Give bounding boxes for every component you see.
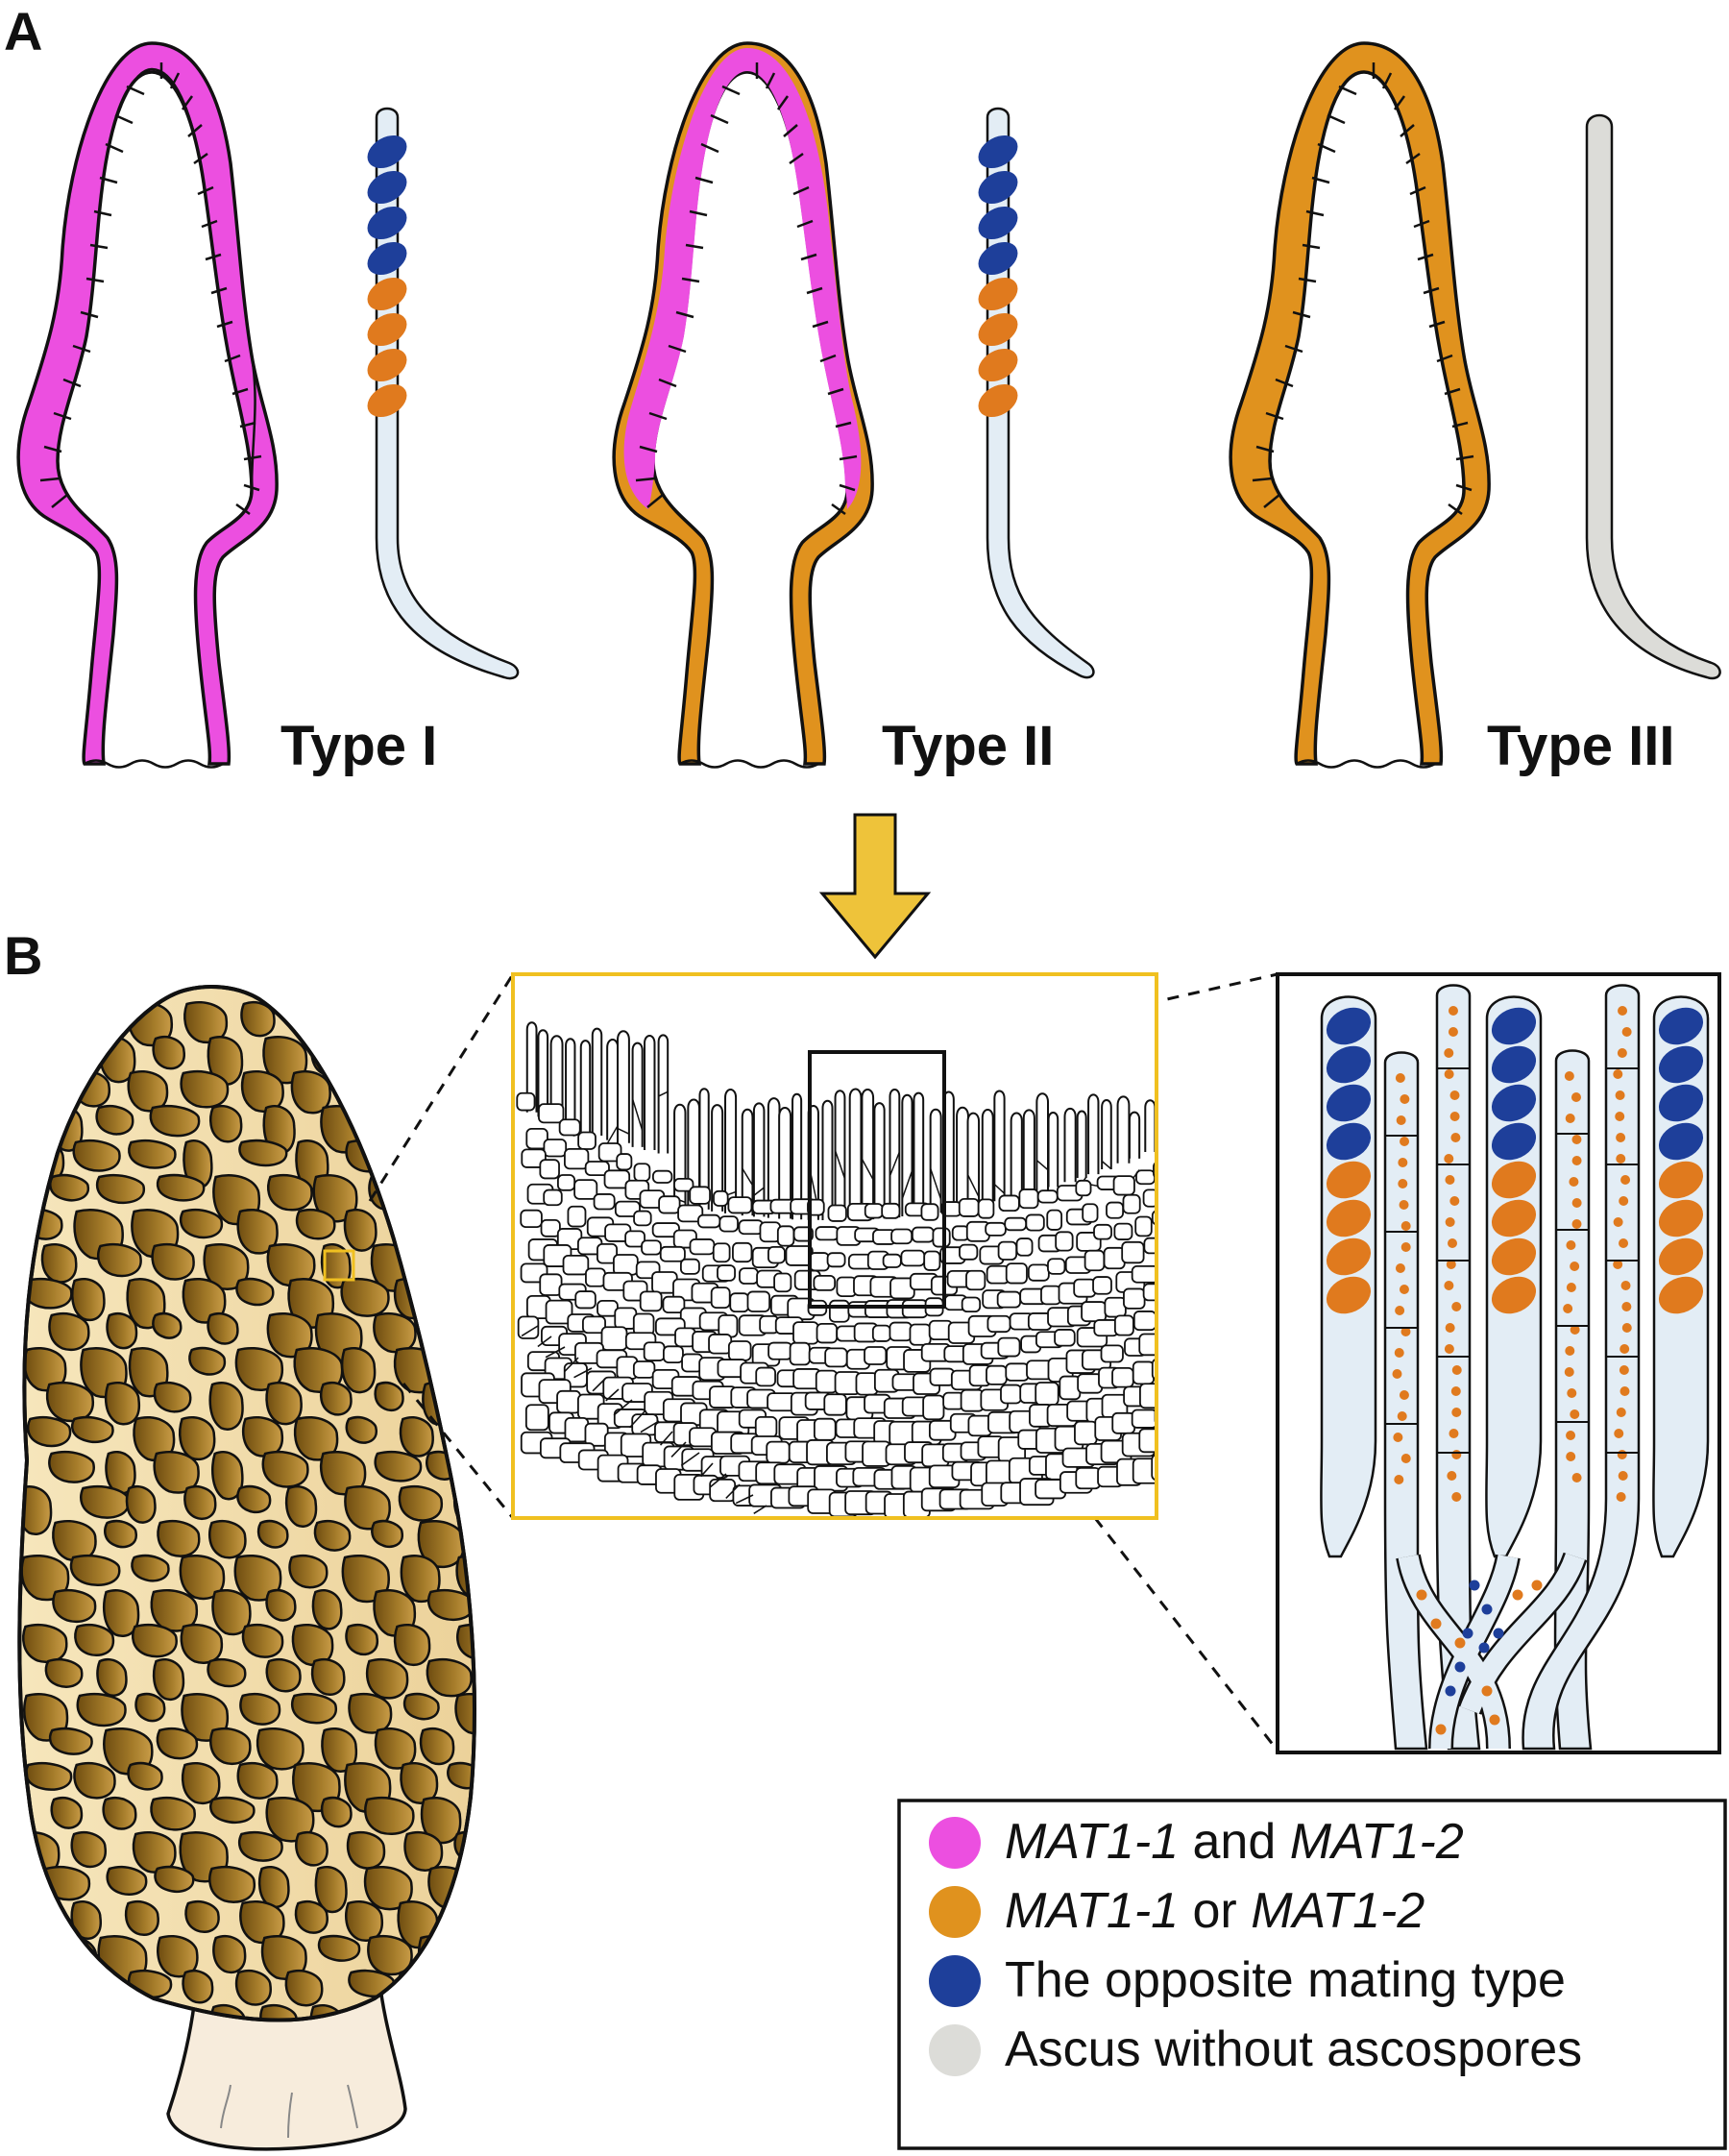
type-i-ascocarp: Type I: [16, 41, 520, 777]
asci-detail-panel: [1276, 972, 1721, 1754]
ascospores-blue: [367, 135, 407, 276]
ascospores-blue: [978, 135, 1018, 276]
type-ii-ascocarp: Type II: [612, 41, 1095, 777]
ascus-type-i: [367, 107, 520, 680]
legend-label: MAT1-1 and MAT1-2: [1005, 1814, 1464, 1870]
morel-cap: [17, 985, 476, 2022]
ascus-type-iii: [1585, 113, 1721, 680]
zoom-marker: [323, 1249, 355, 1282]
detail-box: [808, 1050, 946, 1309]
asci-and-hyphae: [1320, 984, 1710, 1751]
legend: MAT1-1 and MAT1-2 MAT1-1 or MAT1-2 The opp…: [897, 1799, 1727, 2150]
cell-walls: [39, 62, 262, 516]
ascospores-orange: [978, 277, 1018, 418]
type-iii-label: Type III: [1487, 715, 1675, 777]
hymenium-layer: [623, 48, 862, 509]
legend-item: MAT1-1 or MAT1-2: [929, 1883, 1425, 1939]
legend-swatch: [929, 1817, 981, 1869]
type-iii-ascocarp: Type III: [1229, 41, 1721, 777]
morel-stem: [166, 1977, 407, 2151]
arrow-down-icon: [818, 813, 932, 960]
ascospores-orange: [367, 277, 407, 418]
legend-label: The opposite mating type: [1005, 1952, 1566, 2008]
legend-swatch: [929, 1955, 981, 2007]
legend-item: The opposite mating type: [929, 1952, 1566, 2008]
panel-label-a: A: [4, 1, 42, 61]
section-cells: [516, 1021, 1157, 1518]
legend-swatch: [929, 1886, 981, 1938]
legend-item: Ascus without ascospores: [929, 2021, 1582, 2077]
cell-walls: [635, 62, 858, 516]
type-i-label: Type I: [280, 715, 437, 777]
legend-item: MAT1-1 and MAT1-2: [929, 1814, 1464, 1870]
legend-label: Ascus without ascospores: [1005, 2021, 1582, 2077]
zoom-lines: [368, 972, 1279, 1752]
legend-swatch: [929, 2024, 981, 2076]
ascus-type-ii: [978, 107, 1095, 679]
ascocarp-tissue: [16, 41, 279, 766]
hymenium-section-panel: [511, 972, 1158, 1520]
panel-label-b: B: [4, 925, 42, 986]
cell-walls: [1252, 62, 1474, 516]
legend-label: MAT1-1 or MAT1-2: [1005, 1883, 1425, 1939]
type-ii-label: Type II: [882, 715, 1054, 777]
ascocarp-tissue: [1229, 41, 1491, 766]
